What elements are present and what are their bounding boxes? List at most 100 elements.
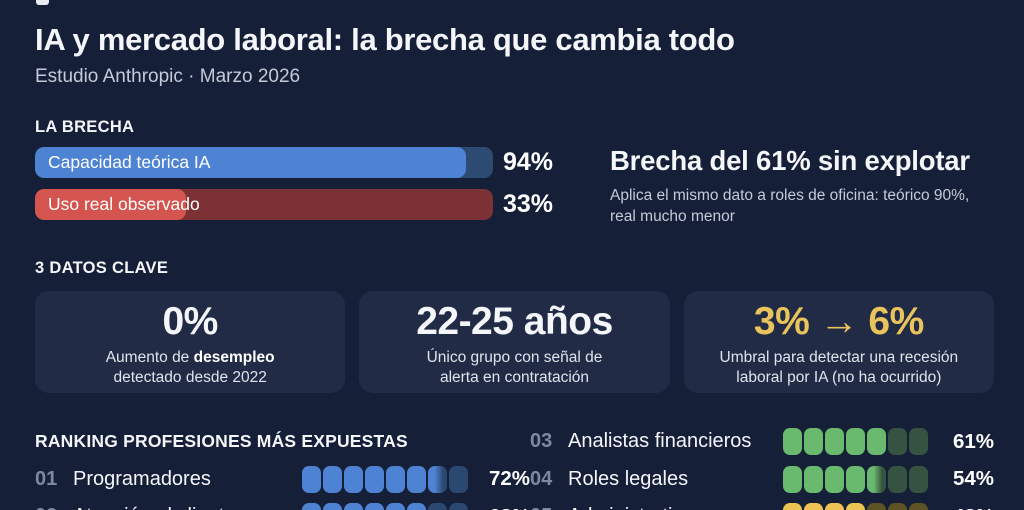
stat-description: Aumento de desempleo detectado desde 202… bbox=[35, 348, 345, 389]
exposure-block-partial bbox=[866, 465, 886, 493]
exposure-percent: 68% bbox=[478, 505, 530, 510]
profession-label: Analistas financieros bbox=[568, 430, 752, 453]
gap-section-label: LA BRECHA bbox=[35, 118, 135, 136]
rank-number: 03 bbox=[530, 430, 553, 453]
exposure-blocks bbox=[301, 465, 468, 493]
stat-description-line2: laboral por IA (no ha ocurrido) bbox=[736, 369, 942, 387]
exposure-block-dim bbox=[448, 465, 468, 493]
exposure-block-full bbox=[803, 503, 823, 510]
exposure-percent: 48% bbox=[938, 505, 994, 510]
exposure-block-full bbox=[364, 503, 384, 510]
gap-bar-row-theoretical: Capacidad teórica IA 94% bbox=[35, 147, 590, 178]
profession-label: Programadores bbox=[73, 467, 211, 490]
exposure-block-full bbox=[782, 503, 802, 510]
stat-value: 3% → 6% bbox=[753, 300, 924, 343]
gap-subtext-line2: real mucho menor bbox=[610, 207, 735, 225]
stat-description-line2: alerta en contratación bbox=[439, 369, 590, 387]
exposure-block-full bbox=[406, 465, 426, 493]
gap-callout: Brecha del 61% sin explotar Aplica el mi… bbox=[610, 145, 970, 231]
page-title: IA y mercado laboral: la brecha que camb… bbox=[35, 22, 735, 57]
key-facts-section: 3 DATOS CLAVE 0% Aumento de desempleo de… bbox=[35, 259, 994, 393]
exposure-block-dim bbox=[908, 465, 928, 493]
exposure-block-dim bbox=[908, 503, 928, 510]
gap-section: LA BRECHA Capacidad teórica IA 94% Uso r… bbox=[35, 118, 994, 231]
exposure-blocks bbox=[782, 465, 928, 493]
exposure-percent: 54% bbox=[952, 467, 994, 491]
rank-number: 02 bbox=[35, 505, 73, 510]
stat-value: 0% bbox=[162, 300, 218, 343]
ranking-heading-cell: RANKING PROFESIONES MÁS EXPUESTAS bbox=[35, 423, 530, 461]
stat-description-text: Único grupo con señal de bbox=[426, 348, 603, 366]
rank-number: 05 bbox=[530, 505, 568, 510]
gap-bars: Capacidad teórica IA 94% Uso real observ… bbox=[35, 147, 590, 220]
exposure-block-dim bbox=[887, 465, 907, 493]
exposure-block-full bbox=[385, 503, 405, 510]
gap-bar-track: Uso real observado bbox=[35, 189, 493, 220]
exposure-block-dim bbox=[427, 503, 447, 510]
exposure-block-dim bbox=[887, 503, 907, 510]
key-facts-cards: 0% Aumento de desempleo detectado desde … bbox=[35, 291, 994, 393]
ranking-section: RANKING PROFESIONES MÁS EXPUESTAS 03 Ana… bbox=[35, 423, 994, 510]
header: IA y mercado laboral: la brecha que camb… bbox=[35, 22, 994, 88]
gap-bar-percent: 94% bbox=[502, 148, 553, 176]
ranking-row: 03 Analistas financieros 61% bbox=[530, 423, 994, 461]
key-facts-label: 3 DATOS CLAVE bbox=[35, 259, 169, 277]
exposure-block-full bbox=[803, 428, 823, 456]
exposure-block-full bbox=[824, 465, 844, 493]
stat-description-text: Umbral para detectar una recesión bbox=[719, 348, 959, 366]
rank-number: 04 bbox=[530, 467, 553, 490]
ranking-row: 02 Atención al cliente 68% bbox=[35, 498, 530, 510]
exposure-block-full bbox=[385, 465, 405, 493]
exposure-block-full bbox=[782, 465, 802, 493]
exposure-block-full bbox=[803, 465, 823, 493]
gap-bar-percent: 33% bbox=[502, 190, 553, 218]
cropped-content-fragment bbox=[36, 0, 49, 5]
exposure-block-full bbox=[845, 465, 865, 493]
exposure-blocks bbox=[301, 503, 468, 510]
exposure-block-full bbox=[301, 503, 321, 510]
exposure-block-full bbox=[343, 503, 363, 510]
exposure-blocks bbox=[782, 428, 928, 456]
exposure-block-full bbox=[364, 465, 384, 493]
profession-label: Administrativos bbox=[568, 505, 783, 510]
stat-card-recession-threshold: 3% → 6% Umbral para detectar una recesió… bbox=[683, 291, 994, 393]
exposure-block-full bbox=[782, 428, 802, 456]
ranking-row: 01 Programadores 72% bbox=[35, 461, 530, 499]
exposure-block-full bbox=[824, 428, 844, 456]
stat-description: Único grupo con señal de alerta en contr… bbox=[359, 348, 669, 389]
exposure-block-full bbox=[845, 428, 865, 456]
ranking-row: 04 Roles legales 54% bbox=[530, 461, 994, 499]
exposure-block-dim bbox=[887, 428, 907, 456]
gap-bar-track: Capacidad teórica IA bbox=[35, 147, 493, 178]
gap-bars-panel: LA BRECHA Capacidad teórica IA 94% Uso r… bbox=[35, 118, 590, 231]
gap-bar-row-observed: Uso real observado 33% bbox=[35, 189, 590, 220]
gap-subtext-line1: Aplica el mismo dato a roles de oficina:… bbox=[610, 187, 970, 204]
exposure-block-partial bbox=[427, 465, 447, 493]
exposure-block-dim bbox=[448, 503, 468, 510]
stat-value: 22-25 años bbox=[416, 300, 613, 343]
stat-description-bold: desempleo bbox=[193, 348, 275, 366]
gap-bar-fill bbox=[35, 189, 187, 220]
exposure-block-dim bbox=[866, 503, 886, 510]
rank-number: 01 bbox=[35, 467, 58, 490]
exposure-block-full bbox=[845, 503, 865, 510]
page-subtitle: Estudio Anthropic · Marzo 2026 bbox=[35, 66, 301, 87]
ranking-heading: RANKING PROFESIONES MÁS EXPUESTAS bbox=[35, 431, 408, 452]
exposure-block-full bbox=[301, 465, 321, 493]
exposure-block-full bbox=[406, 503, 426, 510]
stat-description: Umbral para detectar una recesión labora… bbox=[684, 348, 994, 389]
exposure-block-full bbox=[343, 465, 363, 493]
gap-subtext: Aplica el mismo dato a roles de oficina:… bbox=[610, 186, 970, 228]
gap-headline: Brecha del 61% sin explotar bbox=[610, 145, 970, 176]
exposure-block-full bbox=[824, 503, 844, 510]
exposure-block-full bbox=[866, 428, 886, 456]
exposure-percent: 61% bbox=[952, 429, 994, 453]
stat-card-age-group: 22-25 años Único grupo con señal de aler… bbox=[359, 291, 670, 393]
stat-card-unemployment: 0% Aumento de desempleo detectado desde … bbox=[35, 291, 346, 393]
exposure-blocks bbox=[782, 503, 928, 510]
stat-description-line2: detectado desde 2022 bbox=[113, 369, 267, 387]
gap-bar-label: Capacidad teórica IA bbox=[48, 152, 211, 172]
profession-label: Roles legales bbox=[568, 467, 689, 490]
exposure-percent: 72% bbox=[488, 467, 530, 491]
